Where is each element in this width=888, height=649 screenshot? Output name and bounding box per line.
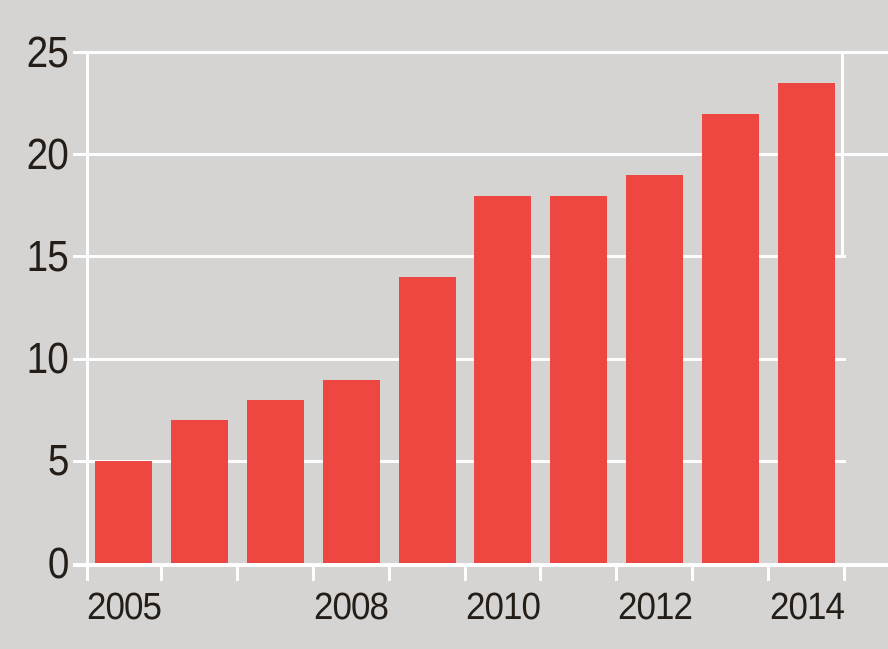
y-tick-label-15: 15 (26, 231, 69, 281)
x-tick-label-2008: 2008 (314, 586, 389, 628)
bar-2013 (702, 113, 760, 564)
x-axis-tick-3 (387, 565, 391, 581)
x-tick-label-2010: 2010 (465, 586, 541, 628)
x-axis-tick-6 (615, 565, 619, 581)
gridline-5 (73, 459, 846, 463)
gridline-25 (73, 51, 888, 54)
x-tick-label-2005: 2005 (86, 586, 161, 628)
x-axis-tick-8 (767, 565, 771, 581)
y-tick-label-5: 5 (47, 436, 69, 486)
x-axis-tick-4 (463, 565, 467, 581)
x-axis-tick-9 (842, 565, 846, 581)
x-axis-tick-7 (691, 565, 695, 581)
x-axis-tick-5 (539, 565, 543, 581)
y-tick-label-10: 10 (26, 334, 69, 384)
y-tick-label-0: 0 (47, 538, 69, 588)
bar-2010 (474, 195, 532, 564)
y-tick-label-25: 25 (26, 27, 69, 77)
bar-2012 (626, 175, 684, 564)
x-axis-tick-2 (311, 565, 315, 581)
bar-2008 (322, 379, 380, 564)
gridline-20 (73, 153, 888, 157)
x-axis-tick-0 (159, 565, 163, 581)
x-axis-baseline (73, 562, 888, 567)
bar-2006 (170, 420, 228, 564)
y-tick-label-20: 20 (26, 129, 69, 179)
partial-right-border-line (841, 52, 844, 255)
bar-2005 (95, 461, 152, 564)
bar-2014 (778, 83, 835, 564)
bar-2011 (550, 195, 608, 564)
y-axis-line (85, 52, 89, 581)
gridline-15 (73, 255, 846, 259)
x-axis-tick-1 (235, 565, 239, 581)
x-tick-label-2014: 2014 (769, 586, 844, 628)
gridline-10 (73, 357, 846, 361)
bar-2007 (246, 399, 304, 564)
x-tick-label-2012: 2012 (617, 586, 693, 628)
bar-2009 (398, 277, 456, 564)
